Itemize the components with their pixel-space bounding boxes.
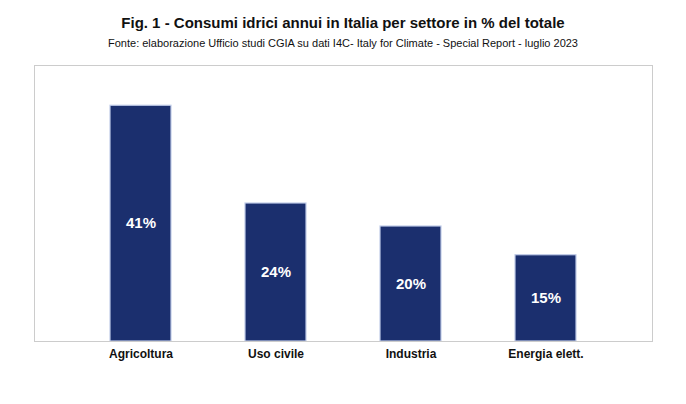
html-text:Fig. 1 - Consumi idrici annui: Fig. 1 - Consumi idrici annui in Italia …: [121, 14, 565, 31]
svg-text:15%: 15%: [531, 289, 561, 306]
svg-text:Agricoltura: Agricoltura: [109, 347, 173, 361]
svg-text:Uso civile: Uso civile: [248, 347, 304, 361]
svg-text:20%: 20%: [396, 275, 426, 292]
html-text:Fonte: elaborazione Ufficio st: Fonte: elaborazione Ufficio studi CGIA s…: [108, 37, 578, 49]
svg-text:24%: 24%: [261, 263, 291, 280]
svg-text:Industria: Industria: [386, 347, 437, 361]
svg-text:Energia elett.: Energia elett.: [508, 347, 583, 361]
svg-text:41%: 41%: [126, 214, 156, 231]
